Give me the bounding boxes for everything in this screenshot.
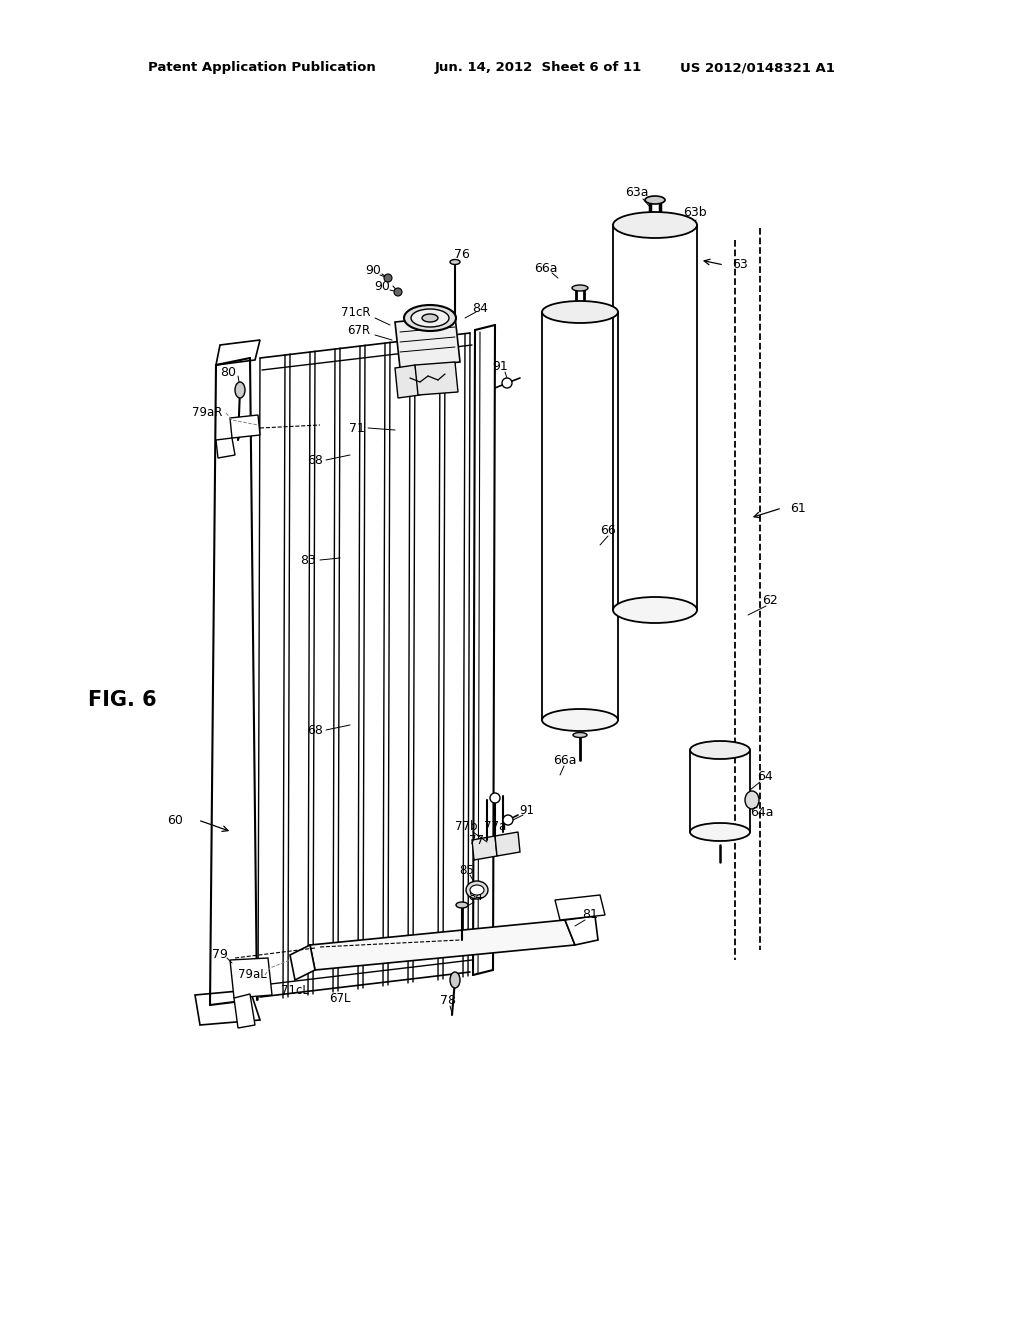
Polygon shape xyxy=(310,920,575,970)
Circle shape xyxy=(503,814,513,825)
Polygon shape xyxy=(230,958,272,998)
Text: 64a: 64a xyxy=(751,805,774,818)
Ellipse shape xyxy=(450,972,460,987)
Polygon shape xyxy=(230,414,260,438)
Text: 81: 81 xyxy=(582,908,598,921)
Text: US 2012/0148321 A1: US 2012/0148321 A1 xyxy=(680,62,835,74)
Ellipse shape xyxy=(573,733,587,738)
Polygon shape xyxy=(395,315,460,368)
Text: 77: 77 xyxy=(469,833,483,846)
Text: 61: 61 xyxy=(791,502,806,515)
Text: 71cR: 71cR xyxy=(341,305,370,318)
Text: 83: 83 xyxy=(300,553,316,566)
Text: 91: 91 xyxy=(519,804,535,817)
Text: 90: 90 xyxy=(366,264,381,277)
Polygon shape xyxy=(216,438,234,458)
Text: 77a: 77a xyxy=(484,821,506,833)
Text: 71cL: 71cL xyxy=(281,983,309,997)
Ellipse shape xyxy=(422,314,438,322)
Text: 91: 91 xyxy=(493,360,508,374)
Polygon shape xyxy=(555,895,605,920)
Polygon shape xyxy=(234,994,255,1028)
Text: 79: 79 xyxy=(212,949,228,961)
Text: 66: 66 xyxy=(600,524,615,536)
Polygon shape xyxy=(415,362,458,395)
Text: 79aL: 79aL xyxy=(238,969,266,982)
Text: 66a: 66a xyxy=(535,261,558,275)
Ellipse shape xyxy=(690,822,750,841)
Ellipse shape xyxy=(542,301,618,323)
Ellipse shape xyxy=(450,260,460,264)
Text: 76: 76 xyxy=(454,248,470,261)
Text: 67R: 67R xyxy=(347,323,370,337)
Ellipse shape xyxy=(456,902,468,908)
Ellipse shape xyxy=(572,285,588,290)
Ellipse shape xyxy=(690,741,750,759)
Text: 64: 64 xyxy=(757,770,773,783)
Ellipse shape xyxy=(470,884,484,895)
Text: 68: 68 xyxy=(307,454,323,466)
Ellipse shape xyxy=(613,597,697,623)
Text: Patent Application Publication: Patent Application Publication xyxy=(148,62,376,74)
Text: 78: 78 xyxy=(440,994,456,1006)
Text: 68: 68 xyxy=(307,723,323,737)
Polygon shape xyxy=(395,366,420,399)
Ellipse shape xyxy=(234,381,245,399)
Text: 63a: 63a xyxy=(626,186,649,199)
Circle shape xyxy=(502,378,512,388)
Ellipse shape xyxy=(411,309,449,327)
Polygon shape xyxy=(472,836,497,861)
Text: 67L: 67L xyxy=(330,991,351,1005)
Text: 79aR: 79aR xyxy=(191,407,222,420)
Text: 66a: 66a xyxy=(553,754,577,767)
Text: 84: 84 xyxy=(472,301,488,314)
Ellipse shape xyxy=(542,709,618,731)
Text: 85: 85 xyxy=(460,863,474,876)
Ellipse shape xyxy=(645,195,665,205)
Text: 77b: 77b xyxy=(455,820,477,833)
Text: 84: 84 xyxy=(469,891,483,903)
Text: 62: 62 xyxy=(762,594,778,606)
Text: 63: 63 xyxy=(732,259,748,272)
Circle shape xyxy=(394,288,402,296)
Text: 90: 90 xyxy=(374,280,390,293)
Text: 63b: 63b xyxy=(683,206,707,219)
Text: FIG. 6: FIG. 6 xyxy=(88,690,157,710)
Polygon shape xyxy=(290,945,315,979)
Ellipse shape xyxy=(466,880,488,899)
Circle shape xyxy=(384,275,392,282)
Text: 71: 71 xyxy=(349,421,365,434)
Ellipse shape xyxy=(745,791,759,809)
Polygon shape xyxy=(565,916,598,945)
Ellipse shape xyxy=(613,213,697,238)
Text: 60: 60 xyxy=(167,813,183,826)
Ellipse shape xyxy=(404,305,456,331)
Polygon shape xyxy=(495,832,520,855)
Text: Jun. 14, 2012  Sheet 6 of 11: Jun. 14, 2012 Sheet 6 of 11 xyxy=(435,62,642,74)
Circle shape xyxy=(490,793,500,803)
Text: 80: 80 xyxy=(220,367,236,380)
